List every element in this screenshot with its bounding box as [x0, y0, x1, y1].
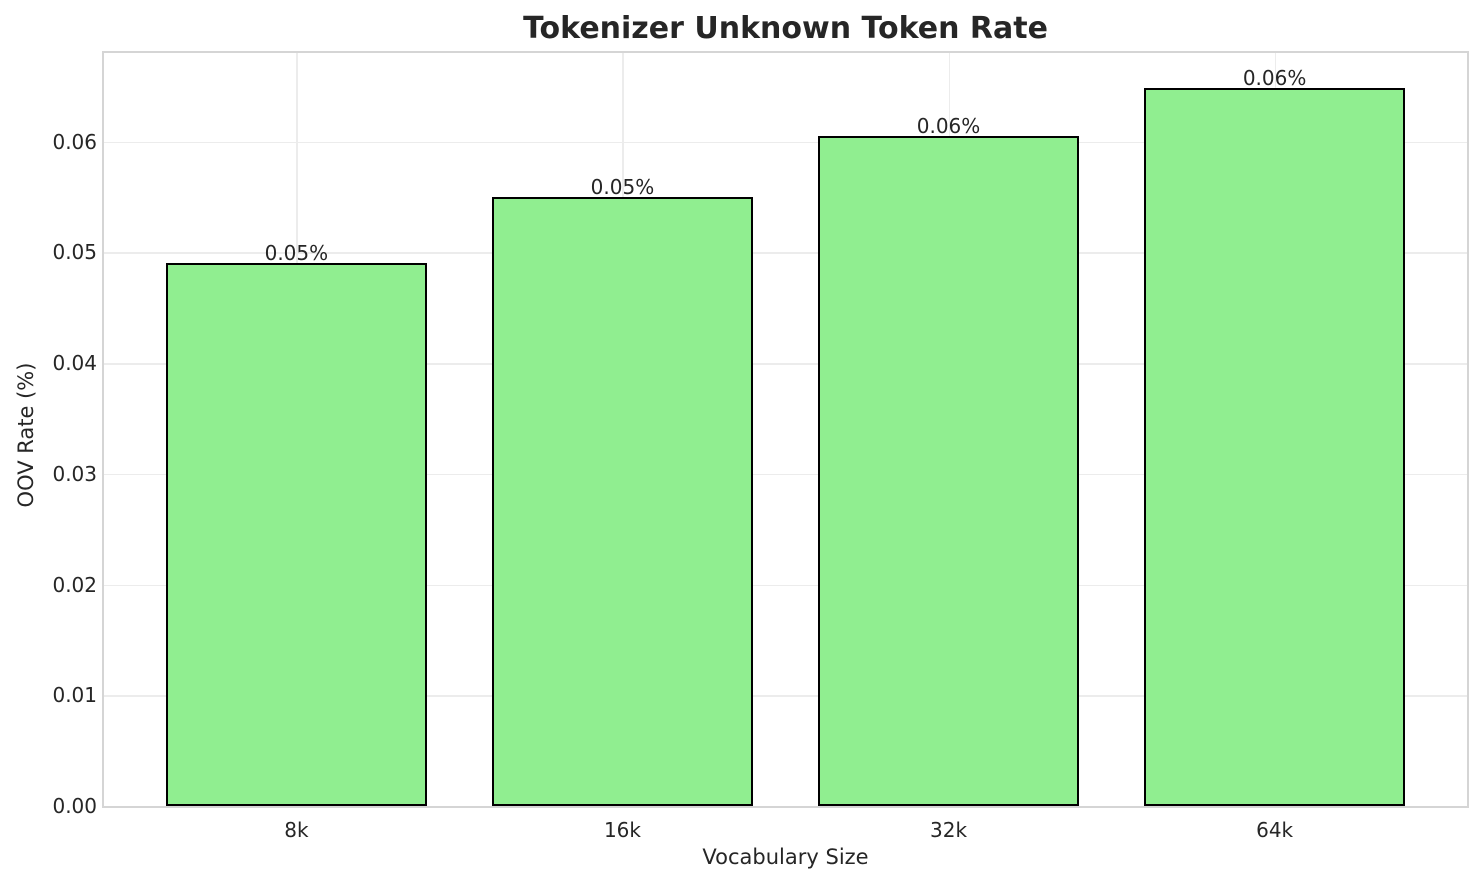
y-tick-label: 0.01	[52, 683, 97, 708]
gridline-horizontal	[104, 695, 1467, 697]
x-tick-label: 16k	[603, 818, 641, 842]
y-tick-label: 0.05	[52, 240, 97, 265]
plot-area: 0.05% 0.05% 0.06% 0.06%	[102, 51, 1469, 808]
x-tick-label: 64k	[1256, 818, 1294, 842]
y-tick-label: 0.00	[52, 794, 97, 818]
gridline-horizontal	[104, 473, 1467, 476]
x-tick-label: 8k	[284, 818, 309, 842]
bar-64k	[1144, 88, 1406, 806]
gridline-horizontal	[104, 141, 1467, 144]
bar-value-label: 0.06%	[1242, 66, 1307, 91]
gridline-horizontal	[104, 584, 1467, 587]
bar-value-label: 0.05%	[590, 174, 655, 199]
bar-8k	[165, 263, 427, 806]
bar-value-label: 0.05%	[264, 241, 329, 266]
bar-32k	[818, 136, 1079, 806]
x-tick-label: 32k	[930, 818, 968, 842]
bar-16k	[492, 196, 753, 806]
gridline-horizontal	[104, 252, 1467, 254]
gridline-horizontal	[104, 363, 1467, 365]
y-tick-label: 0.02	[52, 572, 97, 597]
bar-value-label: 0.06%	[916, 114, 981, 139]
x-axis-label: Vocabulary Size	[702, 845, 869, 869]
chart-title: Tokenizer Unknown Token Rate	[523, 11, 1048, 46]
y-tick-label: 0.04	[52, 351, 97, 376]
y-tick-label: 0.06	[52, 129, 97, 154]
y-tick-label: 0.03	[52, 461, 97, 486]
